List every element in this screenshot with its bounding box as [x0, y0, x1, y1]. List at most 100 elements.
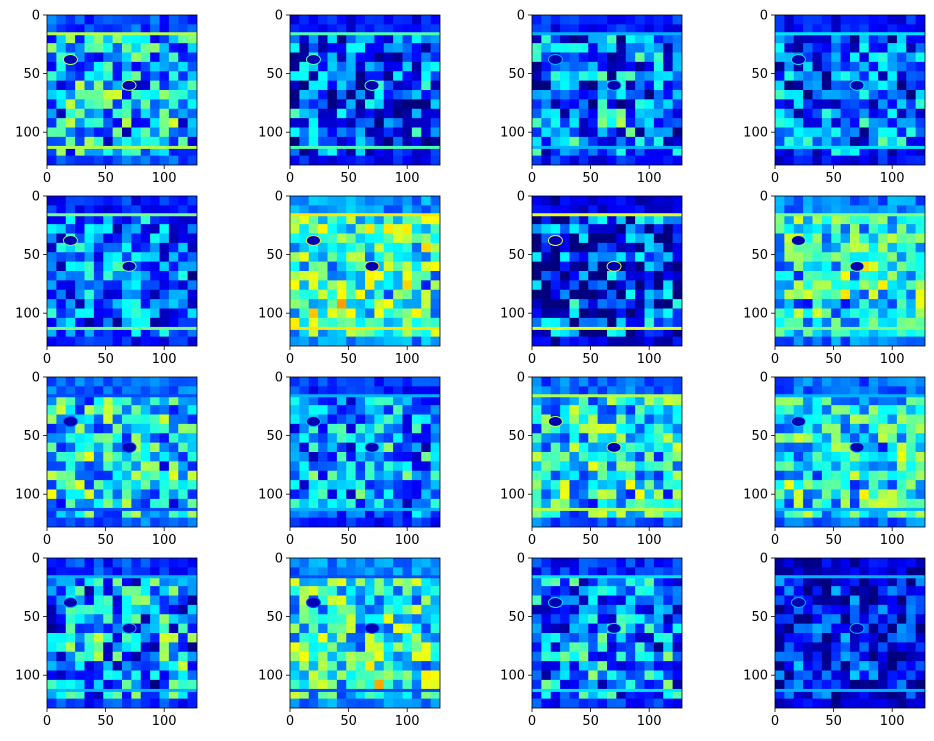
heatmap-cell: [56, 414, 67, 425]
heatmap-cell: [56, 136, 67, 147]
heatmap-cell: [65, 377, 76, 387]
heatmap-cell: [915, 642, 925, 653]
heatmap-cell: [187, 214, 197, 225]
heatmap-cell: [84, 33, 95, 44]
heatmap-cell: [831, 423, 842, 434]
heatmap-cell: [906, 377, 917, 387]
heatmap-cell: [93, 308, 104, 319]
heatmap-cell: [840, 242, 851, 253]
heatmap-cell: [635, 461, 645, 472]
heatmap-cell: [644, 586, 655, 596]
heatmap-cell: [588, 52, 599, 63]
heatmap-cell: [607, 205, 617, 216]
heatmap-cell: [93, 395, 104, 406]
heatmap-cell: [831, 118, 842, 128]
heatmap-cell: [625, 80, 636, 91]
heatmap-cell: [597, 595, 608, 606]
heatmap-cell: [122, 661, 132, 671]
heatmap-cell: [383, 336, 394, 346]
heatmap-cell: [653, 24, 664, 35]
heatmap-cell: [411, 623, 422, 634]
heatmap-cell: [915, 461, 925, 472]
heatmap-cell: [178, 670, 189, 681]
heatmap-cell: [178, 442, 189, 453]
heatmap-cell: [532, 224, 542, 234]
heatmap-cell: [906, 127, 917, 138]
heatmap-cell: [178, 414, 189, 425]
heatmap-cell: [831, 327, 842, 338]
heatmap-cell: [784, 280, 795, 291]
heatmap-cell: [672, 99, 682, 110]
heatmap-cell: [290, 405, 300, 415]
heatmap-cell: [290, 108, 300, 119]
heatmap-cell: [850, 633, 860, 643]
heatmap-cell: [421, 586, 432, 596]
heatmap-cell: [383, 280, 394, 291]
heatmap-cell: [868, 651, 879, 662]
heatmap-cell: [318, 623, 328, 634]
heatmap-cell: [65, 61, 76, 72]
heatmap-cell: [550, 442, 561, 453]
heatmap-cell: [84, 679, 95, 690]
heatmap-cell: [663, 498, 674, 509]
heatmap-cell: [803, 480, 813, 490]
heatmap-cell: [812, 623, 823, 634]
heatmap-cell: [131, 99, 142, 110]
heatmap-cell: [327, 377, 338, 387]
heatmap-cell: [355, 90, 366, 100]
heatmap-cell: [821, 308, 832, 319]
heatmap-cell: [831, 205, 842, 216]
heatmap-cell: [887, 252, 898, 263]
heatmap-cell: [140, 461, 151, 472]
heatmap-cell: [878, 108, 888, 119]
heatmap-cell: [84, 642, 95, 653]
heatmap-cell: [411, 423, 422, 434]
heatmap-cell: [775, 480, 785, 490]
heatmap-cell: [578, 289, 589, 300]
heatmap-cell: [336, 470, 347, 481]
heatmap-cell: [47, 61, 57, 72]
heatmap-cell: [569, 508, 580, 519]
heatmap-cell: [850, 698, 860, 708]
heatmap-cell: [625, 604, 636, 615]
heatmap-cell: [868, 271, 879, 281]
heatmap-cell: [644, 205, 655, 216]
heatmap-cell: [355, 242, 366, 253]
heatmap-cell: [831, 271, 842, 281]
heatmap-cell: [383, 196, 394, 206]
heatmap-cell: [569, 327, 580, 338]
heatmap-cell: [532, 558, 542, 568]
heatmap-cell: [644, 679, 655, 690]
heatmap-cell: [784, 558, 795, 568]
heatmap-cell: [840, 395, 851, 406]
heatmap-cell: [635, 289, 645, 300]
heatmap-cell: [906, 52, 917, 63]
heatmap-cell: [821, 395, 832, 406]
heatmap-cell: [150, 576, 160, 587]
heatmap-cell: [588, 414, 599, 425]
heatmap-cell: [831, 517, 842, 527]
heatmap-cell: [896, 308, 907, 319]
heatmap-cell: [793, 470, 804, 481]
heatmap-cell: [541, 327, 552, 338]
heatmap-cell: [635, 33, 645, 44]
heatmap-cell: [840, 271, 851, 281]
heatmap-cell: [840, 118, 851, 128]
heatmap-cell: [588, 146, 599, 157]
heatmap-cell: [383, 308, 394, 319]
heatmap-cell: [84, 80, 95, 91]
heatmap-cell: [896, 405, 907, 415]
heatmap-cell: [402, 336, 413, 346]
heatmap-cell: [421, 595, 432, 606]
heatmap-cell: [569, 633, 580, 643]
heatmap-cell: [346, 595, 357, 606]
heatmap-cell: [644, 336, 655, 346]
heatmap-cell: [187, 576, 197, 587]
heatmap-cell: [93, 299, 104, 309]
heatmap-cell: [290, 689, 300, 700]
heatmap-cell: [318, 651, 328, 662]
heatmap-cell: [560, 136, 570, 147]
heatmap-cell: [588, 252, 599, 263]
heatmap-cell: [140, 71, 151, 82]
heatmap-cell: [131, 452, 142, 462]
